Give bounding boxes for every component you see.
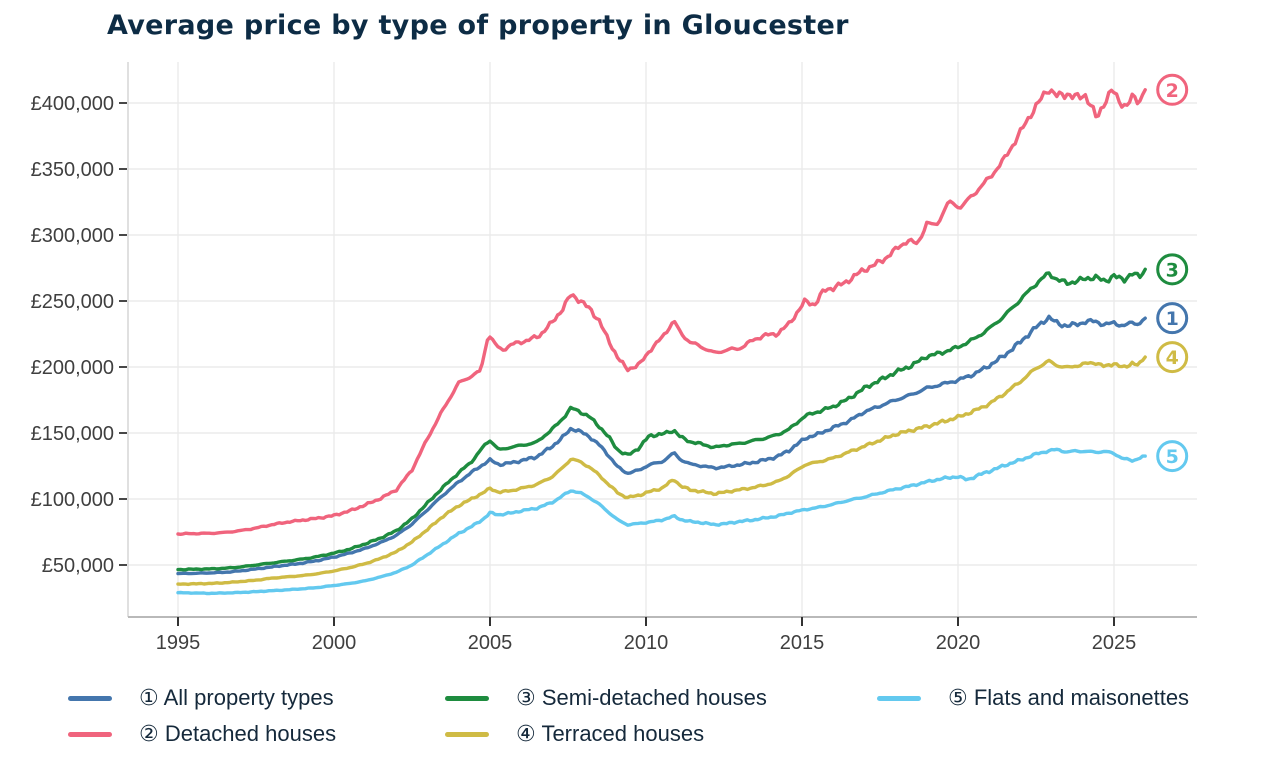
x-tick-label: 2015 — [780, 632, 825, 654]
price-line-chart: £50,000 £100,000 £150,000 £200,000 £250,000 £… — [31, 62, 1197, 654]
series-line-detached-houses — [176, 88, 1147, 536]
series-marker-circle — [1156, 440, 1189, 473]
x-tick-label: 2025 — [1092, 632, 1137, 654]
legend-item-flats-and-maisonettes: ⑤ Flats and maisonettes — [877, 683, 1189, 713]
x-tick-label: 2000 — [312, 632, 357, 654]
series-end-marker-terraced-houses: 4 — [1156, 341, 1189, 374]
legend-swatch-flats-and-maisonettes — [877, 695, 921, 701]
series-line-terraced-houses — [176, 355, 1147, 587]
legend-label-detached-houses: ② Detached houses — [139, 721, 337, 746]
y-tick-label: £350,000 — [31, 159, 114, 181]
series-line-semi-detached-houses — [176, 267, 1147, 572]
legend-swatch-semi-detached-houses — [445, 695, 489, 701]
series-end-marker-flats-and-maisonettes: 5 — [1156, 440, 1189, 473]
series-end-marker-all-property-types: 1 — [1156, 302, 1189, 335]
series-marker-digit: 4 — [1166, 347, 1179, 369]
legend-item-detached-houses: ② Detached houses — [68, 719, 336, 749]
legend-label-terraced-houses: ④ Terraced houses — [516, 721, 705, 746]
series-marker-circle — [1156, 73, 1189, 106]
y-tick-label: £150,000 — [31, 423, 114, 445]
legend-swatch-detached-houses — [68, 731, 112, 737]
series-line-flats-and-maisonettes — [176, 447, 1147, 596]
legend-item-terraced-houses: ④ Terraced houses — [445, 719, 704, 749]
series-marker-digit: 2 — [1166, 80, 1179, 102]
series-marker-digit: 1 — [1166, 308, 1179, 330]
series-line-all-property-types — [176, 314, 1147, 576]
legend-swatch-terraced-houses — [445, 731, 489, 737]
series-marker-digit: 5 — [1166, 446, 1179, 468]
legend-swatch-all-property-types — [68, 695, 112, 701]
y-tick-label: £200,000 — [31, 357, 114, 379]
x-tick-label: 2020 — [936, 632, 981, 654]
legend-label-all-property-types: ① All property types — [139, 685, 334, 710]
x-tick-label: 2005 — [468, 632, 513, 654]
legend-label-semi-detached-houses: ③ Semi-detached houses — [516, 685, 767, 710]
series-marker-digit: 3 — [1166, 259, 1179, 281]
legend-item-semi-detached-houses: ③ Semi-detached houses — [445, 683, 767, 713]
legend-item-all-property-types: ① All property types — [68, 683, 334, 713]
legend-label-flats-and-maisonettes: ⑤ Flats and maisonettes — [948, 685, 1190, 710]
series-marker-circle — [1156, 253, 1189, 286]
series-marker-circle — [1156, 341, 1189, 374]
y-tick-label: £400,000 — [31, 93, 114, 115]
y-tick-label: £300,000 — [31, 225, 114, 247]
x-tick-label: 2010 — [624, 632, 669, 654]
y-tick-label: £250,000 — [31, 291, 114, 313]
chart-legend: ① All property types ② Detached houses ③ S… — [0, 676, 1281, 760]
chart-title: Average price by type of property in Glo… — [107, 10, 849, 41]
x-tick-label: 1995 — [156, 632, 201, 654]
y-tick-label: £100,000 — [31, 489, 114, 511]
series-end-marker-detached-houses: 2 — [1156, 73, 1189, 106]
y-tick-label: £50,000 — [42, 555, 114, 577]
series-end-marker-semi-detached-houses: 3 — [1156, 253, 1189, 286]
series-marker-circle — [1156, 302, 1189, 335]
